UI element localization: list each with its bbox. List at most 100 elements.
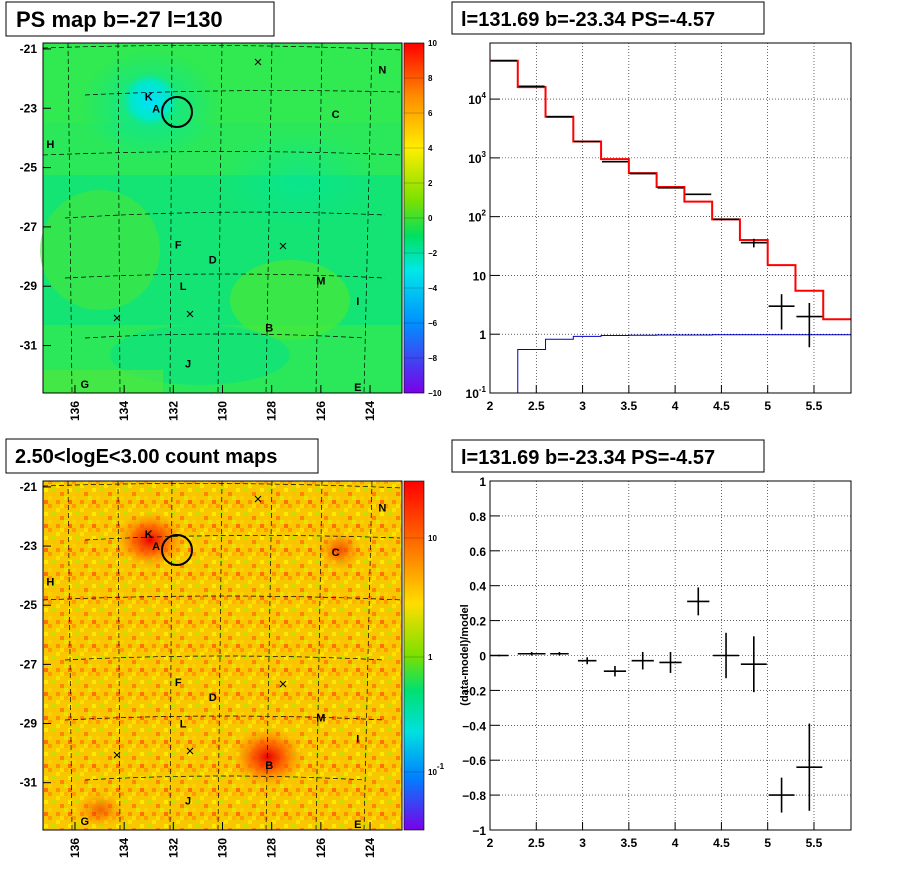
source-label-g: G: [81, 379, 90, 391]
source-label-c: C: [332, 547, 340, 559]
count-map-markers: [113, 495, 287, 759]
spectrum-y-tick-label: 103: [468, 150, 486, 166]
colorbar-tick-label: −6: [428, 319, 438, 328]
residual-x-tick-label: 2: [487, 836, 494, 850]
x-tick-label: 136: [68, 838, 82, 858]
residual-panel: l=131.69 b=-23.34 PS=-4.57 2 2.5 3 3.5 4 4.5 5…: [451, 439, 852, 850]
spectrum-x-tick-label: 4.5: [713, 399, 730, 413]
x-tick-label: 126: [314, 401, 328, 421]
source-label-b: B: [265, 760, 273, 772]
colorbar-tick-label: 2: [428, 179, 433, 188]
residual-y-tick-label: −0.4: [462, 719, 486, 733]
source-label-j: J: [185, 358, 191, 370]
x-tick-label: 134: [117, 838, 131, 858]
residual-y-tick-label: −0.2: [462, 684, 486, 698]
count-map-cross-marker: [279, 680, 287, 688]
residual-y-tick-label: 0.8: [469, 510, 486, 524]
source-label-i: I: [356, 733, 359, 745]
residual-y-tick-label: −0.6: [462, 754, 486, 768]
ps-map-cross-marker: [186, 310, 194, 318]
residual-x-tick-label: 5.5: [806, 836, 823, 850]
x-tick-label: 128: [265, 838, 279, 858]
spectrum-x-tick-label: 2.5: [528, 399, 545, 413]
residual-data-point: [631, 652, 654, 670]
residual-x-tick-label: 4: [672, 836, 679, 850]
residual-data-point: [550, 652, 569, 656]
count-map-target-circle: [161, 534, 193, 566]
x-tick-label: 134: [117, 401, 131, 421]
x-tick-label: 130: [216, 401, 230, 421]
ps-map-markers: [113, 58, 287, 322]
residual-data-point: [603, 665, 627, 677]
count-map-colorbar-ticks: 10 1 10-1: [404, 534, 445, 777]
y-tick-label: -21: [20, 42, 38, 56]
spectrum-x-tick-label: 5: [764, 399, 771, 413]
colorbar-tick-label: −4: [428, 284, 438, 293]
source-label-e: E: [354, 819, 361, 831]
source-label-b: B: [265, 323, 273, 335]
colorbar-tick-label: −8: [428, 354, 438, 363]
ps-map-axes: 136 134 132 130 128 126 124 -21 -23 -25 -27 -29 -31: [20, 42, 377, 421]
colorbar-tick-label: 10: [428, 534, 437, 543]
residual-data-point: [768, 777, 795, 813]
count-map-heatmap: [42, 480, 403, 831]
colorbar-tick-label: 1: [428, 653, 433, 662]
count-map-cross-marker: [113, 751, 121, 759]
count-map-axes: 136 134 132 130 128 126 124 -21 -23 -25 -27 -29 -31: [20, 480, 377, 858]
ps-map-title: PS map b=-27 l=130: [16, 7, 223, 32]
count-map-colorbar: [403, 480, 425, 831]
residual-data-point: [659, 652, 682, 673]
source-label-m: M: [316, 275, 325, 287]
spectrum-y-tick-label: 102: [468, 209, 486, 225]
spectrum-title-box: [451, 1, 765, 35]
spectrum-plot-area: [490, 43, 851, 393]
spectrum-fraction-model-line: [490, 334, 851, 394]
count-map-title-box: [5, 438, 319, 474]
residual-x-tick-label: 4.5: [713, 836, 730, 850]
ps-map-cross-marker: [279, 242, 287, 250]
residual-title-box: [451, 439, 765, 473]
ps-map-heatmap: [40, 42, 403, 394]
y-tick-label: -21: [20, 480, 38, 494]
y-tick-label: -29: [20, 279, 38, 293]
residual-y-tick-label: 0.4: [469, 580, 486, 594]
y-tick-label: -27: [20, 657, 38, 671]
residual-y-tick-label: −0.8: [462, 789, 486, 803]
source-label-l: L: [180, 719, 187, 731]
ps-map-colorbar-ticks: 10 8 6 4 2 0 −2 −4 −6 −8 −10: [404, 39, 442, 398]
source-label-n: N: [378, 65, 386, 77]
spectrum-data-point: [740, 238, 767, 248]
spectrum-axes: 2 2.5 3 3.5 4 4.5 5 5.5 10-1 1 10 102 103 104: [466, 91, 823, 413]
residual-x-tick-label: 3: [579, 836, 586, 850]
x-tick-label: 126: [314, 838, 328, 858]
source-label-e: E: [354, 382, 361, 394]
ps-map-coordinate-grid: [42, 42, 403, 394]
x-tick-label: 130: [216, 838, 230, 858]
source-label-c: C: [332, 109, 340, 121]
spectrum-frame: [489, 42, 852, 394]
source-label-m: M: [316, 713, 325, 725]
source-label-a: A: [152, 541, 160, 553]
ps-map-source-labels: KA C N H F D M L I B J G E: [46, 65, 386, 394]
residual-y-tick-label: 0.2: [469, 615, 486, 629]
ps-map-cross-marker: [254, 58, 262, 66]
count-map-panel: 2.50<logE<3.00 count maps: [5, 438, 445, 858]
residual-x-tick-label: 2.5: [528, 836, 545, 850]
residual-data-point: [687, 587, 710, 616]
count-map-cross-marker: [254, 495, 262, 503]
count-map-cross-marker: [186, 747, 194, 755]
y-tick-label: -25: [20, 161, 38, 175]
x-tick-label: 132: [166, 838, 180, 858]
colorbar-tick-label: 8: [428, 74, 433, 83]
source-label-h: H: [46, 139, 54, 151]
source-label-i: I: [356, 296, 359, 308]
residual-data-point: [577, 657, 597, 665]
x-tick-label: 124: [363, 401, 377, 421]
y-tick-label: -25: [20, 598, 38, 612]
residual-data-point: [740, 636, 767, 693]
source-label-d: D: [209, 692, 217, 704]
source-label-h: H: [46, 577, 54, 589]
y-tick-label: -29: [20, 717, 38, 731]
source-label-k: K: [145, 91, 153, 103]
x-tick-label: 132: [166, 401, 180, 421]
